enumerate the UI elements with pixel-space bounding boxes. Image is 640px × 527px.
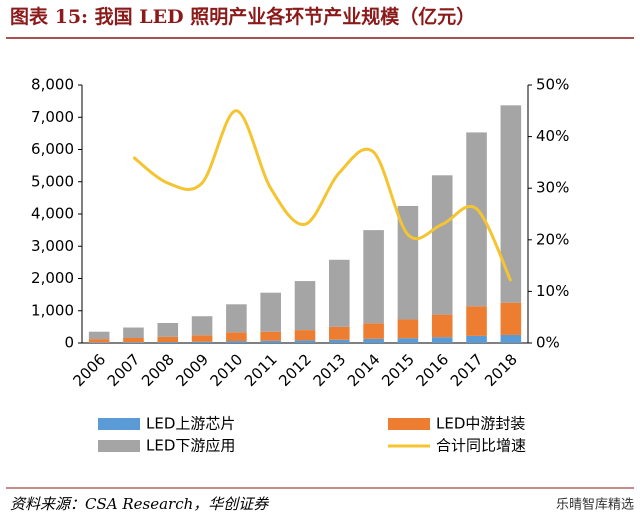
y2-tick-label: 40%	[536, 127, 569, 145]
bar-segment	[431, 175, 453, 315]
x-tick-label: 2006	[69, 350, 109, 390]
bar-segment	[123, 327, 144, 339]
y-tick-label: 3,000	[31, 237, 74, 255]
x-tick-label: 2018	[481, 350, 521, 390]
bar-segment	[466, 306, 487, 336]
bar-segment	[260, 292, 281, 332]
bar-segment	[226, 341, 247, 343]
legend-swatch	[388, 418, 430, 430]
y2-tick-label: 50%	[536, 76, 569, 94]
source: 资料来源：CSA Research，华创证券	[10, 495, 269, 513]
x-tick-label: 2008	[138, 350, 178, 390]
bar-segment	[431, 314, 453, 338]
x-tick-label: 2009	[172, 350, 212, 390]
bar-segment	[363, 230, 384, 324]
legend-label: LED中游封装	[436, 415, 525, 433]
bar-segment	[329, 326, 350, 340]
watermark: 乐晴智库精选	[556, 497, 634, 513]
y2-tick-label: 0%	[536, 334, 560, 352]
chart-title: 图表 15: 我国 LED 照明产业各环节产业规模（亿元）	[10, 5, 475, 28]
bar-segment	[88, 331, 110, 340]
bar-segment	[500, 302, 522, 335]
x-tick-label: 2010	[207, 350, 247, 390]
bar-segment	[226, 304, 247, 333]
bar-segment	[157, 342, 179, 343]
y-tick-label: 4,000	[31, 205, 74, 223]
bar-segment	[397, 205, 419, 320]
y2-tick-label: 30%	[536, 179, 569, 197]
bar-segment	[466, 335, 487, 343]
y2-tick-label: 10%	[536, 282, 569, 300]
bar-segment	[191, 335, 213, 342]
bar-segment	[294, 330, 316, 341]
x-tick-label: 2016	[413, 350, 453, 390]
x-tick-label: 2013	[310, 350, 350, 390]
y-tick-label: 2,000	[31, 269, 74, 287]
legend-label: LED上游芯片	[146, 415, 235, 433]
y-tick-label: 5,000	[31, 172, 74, 190]
y2-tick-label: 20%	[536, 230, 569, 248]
bar-segment	[157, 336, 179, 343]
bar-segment	[329, 339, 350, 343]
x-tick-label: 2011	[241, 350, 281, 390]
legend-label: LED下游应用	[146, 437, 235, 455]
bar-segment	[397, 319, 419, 339]
x-tick-label: 2015	[378, 350, 418, 390]
bar-segment	[329, 259, 350, 327]
bar-segment	[88, 342, 110, 343]
bar-segment	[260, 331, 281, 341]
bar-segment	[363, 323, 384, 339]
legend-swatch	[98, 440, 140, 452]
y-tick-label: 0	[64, 334, 74, 352]
y-tick-label: 7,000	[31, 108, 74, 126]
bar-segment	[500, 334, 522, 343]
legend-swatch	[98, 418, 140, 430]
bar-segment	[88, 339, 110, 343]
bar-segment	[260, 340, 281, 343]
y-tick-label: 8,000	[31, 76, 74, 94]
bar-segment	[123, 338, 144, 343]
bar-segment	[397, 338, 419, 343]
line-series	[132, 109, 513, 282]
y-tick-label: 6,000	[31, 140, 74, 158]
y-tick-label: 1,000	[31, 301, 74, 319]
bar-segment	[294, 340, 316, 343]
bar-segment	[431, 337, 453, 343]
bar-segment	[191, 341, 213, 343]
bar-segment	[123, 342, 144, 343]
x-tick-label: 2007	[104, 350, 144, 390]
bar-segment	[157, 323, 179, 337]
bar-segment	[363, 338, 384, 343]
legend-label: 合计同比增速	[436, 437, 526, 455]
x-tick-label: 2012	[275, 350, 315, 390]
bar-segment	[226, 332, 247, 342]
bar-segment	[191, 316, 213, 336]
x-tick-label: 2014	[344, 350, 384, 390]
bar-segment	[294, 281, 316, 331]
bar-segment	[500, 105, 522, 303]
bar-segment	[466, 132, 487, 307]
x-tick-label: 2017	[447, 350, 487, 390]
